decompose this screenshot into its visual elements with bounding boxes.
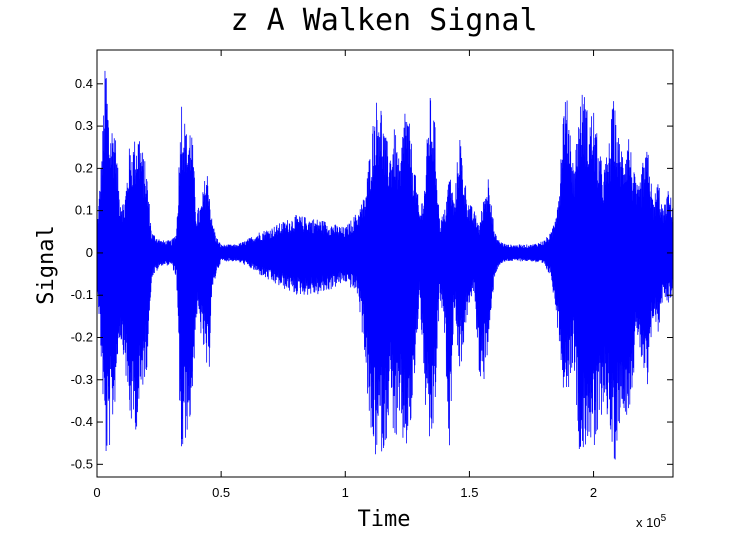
y-axis-ticks: 0.4 0.3 0.2 0.1 0 -0.1 -0.2 -0.3 -0.4 -0.5: [71, 76, 673, 471]
plot-frame: [96, 49, 674, 478]
x-tick-label-0: 0: [93, 485, 100, 500]
y-tick-label-7: -0.3: [71, 372, 93, 387]
signal-trace: [96, 70, 674, 460]
y-tick-label-6: -0.2: [71, 329, 93, 344]
x-tick-label-4: 2: [590, 485, 597, 500]
y-axis-label: Signal: [34, 225, 59, 304]
y-tick-label-1: 0.3: [75, 118, 93, 133]
chart-title: z A Walken Signal: [230, 3, 537, 38]
y-tick-label-4: 0: [86, 245, 93, 260]
x-tick-label-3: 1.5: [460, 485, 478, 500]
x-axis-exponent-power: 5: [661, 513, 667, 524]
y-tick-label-0: 0.4: [75, 76, 93, 91]
signal-trace-series: [96, 70, 674, 460]
x-axis-ticks: 0 0.5 1 1.5 2: [93, 50, 597, 500]
x-axis-label: Time: [358, 507, 411, 532]
y-tick-label-3: 0.1: [75, 203, 93, 218]
y-tick-label-8: -0.4: [71, 414, 93, 429]
plot-area: [96, 49, 674, 478]
x-axis-exponent-base: x 10: [636, 515, 661, 530]
y-tick-label-5: -0.1: [71, 287, 93, 302]
x-tick-label-1: 0.5: [212, 485, 230, 500]
y-tick-label-2: 0.2: [75, 160, 93, 175]
x-tick-label-2: 1: [342, 485, 349, 500]
y-tick-label-9: -0.5: [71, 456, 93, 471]
x-axis-exponent: x 105: [636, 513, 667, 530]
